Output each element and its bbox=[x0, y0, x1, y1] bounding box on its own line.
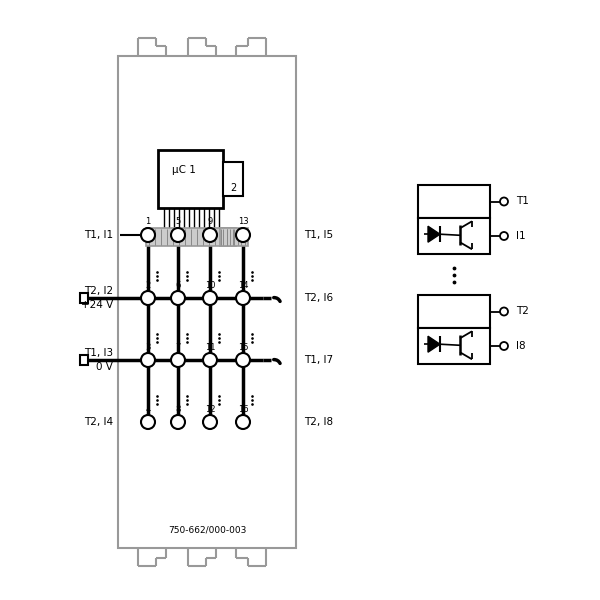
Circle shape bbox=[203, 228, 217, 242]
Text: µC 1: µC 1 bbox=[172, 165, 196, 175]
Text: 12: 12 bbox=[205, 404, 215, 413]
Polygon shape bbox=[428, 226, 440, 242]
Text: 10: 10 bbox=[205, 280, 215, 289]
Text: T2, I2: T2, I2 bbox=[84, 286, 113, 296]
Text: T1: T1 bbox=[516, 196, 529, 206]
Text: 8: 8 bbox=[175, 404, 181, 413]
Text: 2: 2 bbox=[230, 183, 236, 193]
Text: T1, I5: T1, I5 bbox=[304, 230, 333, 240]
Bar bbox=[220, 228, 248, 246]
Text: 11: 11 bbox=[205, 343, 215, 352]
Circle shape bbox=[171, 228, 185, 242]
Text: T1, I1: T1, I1 bbox=[84, 230, 113, 240]
Text: 6: 6 bbox=[175, 280, 181, 289]
Bar bbox=[418, 218, 490, 254]
Circle shape bbox=[203, 291, 217, 305]
Text: T2, I8: T2, I8 bbox=[304, 417, 333, 427]
Text: 14: 14 bbox=[238, 280, 248, 289]
Circle shape bbox=[236, 291, 250, 305]
Bar bbox=[418, 185, 490, 218]
Text: 7: 7 bbox=[175, 343, 181, 352]
Bar bbox=[418, 328, 490, 364]
Bar bbox=[118, 56, 296, 548]
Polygon shape bbox=[428, 336, 440, 352]
Text: 15: 15 bbox=[238, 343, 248, 352]
Text: T1, I3: T1, I3 bbox=[84, 348, 113, 358]
Circle shape bbox=[236, 415, 250, 429]
Text: I1: I1 bbox=[516, 231, 526, 241]
Bar bbox=[158, 150, 223, 208]
Text: 3: 3 bbox=[145, 343, 151, 352]
Text: I8: I8 bbox=[516, 341, 526, 351]
Circle shape bbox=[141, 415, 155, 429]
Text: +24 V: +24 V bbox=[81, 300, 113, 310]
Circle shape bbox=[171, 353, 185, 367]
Text: T2, I6: T2, I6 bbox=[304, 293, 333, 303]
Text: 5: 5 bbox=[175, 217, 181, 226]
Circle shape bbox=[141, 353, 155, 367]
Circle shape bbox=[171, 415, 185, 429]
Circle shape bbox=[141, 228, 155, 242]
Circle shape bbox=[203, 415, 217, 429]
Bar bbox=[223, 162, 243, 196]
Text: T1, I7: T1, I7 bbox=[304, 355, 333, 365]
Circle shape bbox=[203, 353, 217, 367]
Text: T2: T2 bbox=[516, 307, 529, 317]
Text: T2, I4: T2, I4 bbox=[84, 417, 113, 427]
Bar bbox=[80, 355, 88, 365]
Bar bbox=[146, 228, 236, 246]
Text: 9: 9 bbox=[208, 217, 212, 226]
Circle shape bbox=[171, 291, 185, 305]
Text: 4: 4 bbox=[145, 404, 151, 413]
Circle shape bbox=[236, 353, 250, 367]
Bar bbox=[80, 293, 88, 303]
Text: 0 V: 0 V bbox=[96, 362, 113, 372]
Circle shape bbox=[141, 291, 155, 305]
Text: 2: 2 bbox=[145, 280, 151, 289]
Circle shape bbox=[236, 228, 250, 242]
Text: 16: 16 bbox=[238, 404, 248, 413]
Bar bbox=[418, 295, 490, 328]
Text: 1: 1 bbox=[145, 217, 151, 226]
Text: 750-662/000-003: 750-662/000-003 bbox=[168, 526, 246, 535]
Text: 13: 13 bbox=[238, 217, 248, 226]
